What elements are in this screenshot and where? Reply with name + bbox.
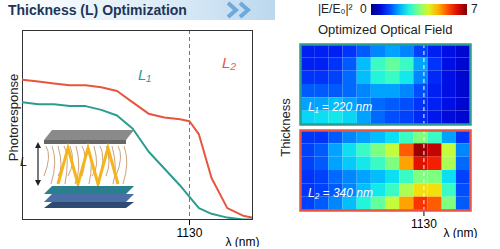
html-text:L₂ = 340 nm: L₂ = 340 nm [308, 186, 373, 200]
html-text:Thickness: Thickness [277, 98, 293, 157]
svg-text:1130: 1130 [411, 217, 437, 231]
html-text:L₂: L₂ [222, 54, 237, 71]
html-text:|E/E₀|²: |E/E₀|² [318, 2, 353, 16]
html-text:Optimized Optical Field: Optimized Optical Field [318, 22, 453, 37]
html-text:7: 7 [471, 2, 478, 16]
html-text:Photoresponse: Photoresponse [6, 73, 22, 162]
svg-text:λ (nm): λ (nm) [226, 235, 260, 248]
html-text:0: 0 [360, 2, 367, 16]
html-text:L₁ = 220 nm: L₁ = 220 nm [308, 100, 373, 114]
html-text:Thickness (L) Optimization: Thickness (L) Optimization [8, 2, 187, 18]
svg-text:λ (nm): λ (nm) [444, 226, 478, 239]
svg-text:1130: 1130 [177, 226, 203, 240]
html-text:L: L [20, 154, 28, 169]
html-text:L₁: L₁ [138, 66, 152, 83]
